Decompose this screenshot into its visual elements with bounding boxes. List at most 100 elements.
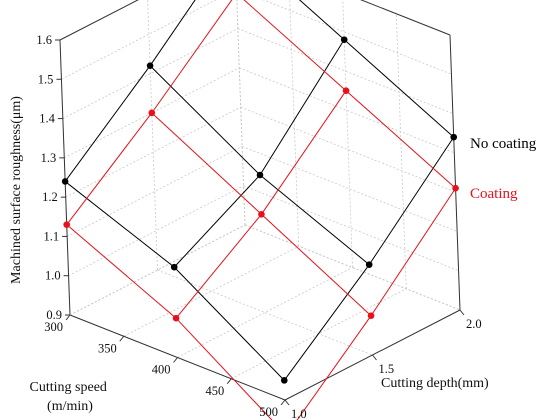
left-wall-gridline-z [68, 185, 244, 277]
series-point [450, 133, 458, 141]
back-wall-gridline-z [240, 106, 456, 193]
series-line [149, 65, 261, 176]
frame-edge [236, 0, 246, 226]
x-axis-title-line-2: (m/min) [47, 399, 93, 414]
series-line [64, 181, 175, 268]
series-point [148, 109, 156, 117]
tick-labels: 0.9 1.0 1.1 1.2 1.3 1.4 1.5 1.6 300 350 400 450 500 1… [36, 33, 481, 420]
series-line [151, 0, 233, 114]
series-line [173, 174, 261, 268]
back-wall-gridline-z [239, 67, 455, 154]
floor-gridline-y [157, 269, 373, 356]
left-wall-gridline-y [147, 0, 158, 271]
series-line [66, 112, 153, 225]
series-line [175, 213, 262, 319]
floor-gridline-x [123, 245, 299, 337]
series-point [367, 312, 375, 320]
x-tick-mark [173, 357, 178, 363]
z-tick-label: 1.5 [38, 72, 54, 86]
series-point [365, 261, 373, 268]
x-tick-mark [119, 335, 125, 342]
left-wall-gridline-z [61, 0, 217, 80]
series-line [259, 174, 370, 266]
z-tick-label: 1.3 [41, 151, 57, 165]
z-axis-title: Machined surface roughness(μm) [9, 96, 24, 284]
series-line [243, 0, 347, 92]
z-tick-label: 1.2 [42, 190, 58, 204]
legend-coating: Coating [470, 186, 518, 202]
back-wall-gridline-z [241, 146, 458, 232]
grid-layer [59, 0, 461, 401]
z-tick-label: 1.1 [44, 229, 60, 243]
frame-edge [244, 224, 461, 311]
x-tick-label: 400 [152, 363, 171, 377]
x-axis-title: Cutting speed (m/min) [30, 380, 111, 414]
y-tick-label: 1.0 [291, 407, 307, 420]
series-line [343, 39, 455, 138]
x-tick-mark [65, 314, 71, 321]
left-wall-gridline-z [62, 28, 239, 119]
series-line [175, 317, 273, 420]
x-tick-label: 300 [44, 320, 63, 334]
x-tick-mark [280, 399, 286, 406]
series-line [151, 112, 262, 215]
y-tick-mark [284, 399, 290, 406]
x-tick-mark [226, 378, 232, 385]
series-line [261, 213, 372, 317]
axis-frame [59, 0, 461, 401]
series-line [173, 266, 285, 381]
series-line [66, 224, 177, 319]
y-tick-label: 2.0 [466, 317, 482, 331]
back-wall-gridline-z [237, 28, 454, 114]
legend-no-coating: No coating [470, 136, 537, 152]
series-line [345, 90, 456, 189]
series-line [298, 0, 345, 41]
series-point [256, 171, 264, 179]
series-point [280, 377, 288, 384]
x-tick-label: 500 [259, 405, 278, 419]
series-layer [61, 0, 459, 420]
back-wall-gridline-z [243, 185, 459, 272]
series-line [259, 39, 345, 176]
series-1 [63, 0, 459, 420]
left-wall-gridline-z [66, 146, 243, 237]
frame-edge [360, 0, 451, 36]
left-wall-gridline-z [65, 106, 241, 198]
series-point [61, 178, 69, 185]
back-wall-gridline-z [262, 0, 452, 75]
series-line [296, 315, 372, 420]
x-tick-label: 350 [98, 341, 117, 355]
frame-edge [59, 0, 139, 41]
series-point [452, 184, 459, 192]
series-line [149, 0, 196, 66]
series-point [63, 221, 71, 228]
y-tick-mark [372, 354, 377, 361]
floor-gridline-x [177, 267, 353, 358]
z-tick-label: 1.4 [39, 112, 55, 126]
y-axis-title: Cutting depth(mm) [381, 376, 489, 391]
z-tick-label: 1.6 [36, 33, 52, 47]
series-point [342, 87, 350, 95]
back-wall-gridline-z [360, 0, 451, 36]
x-axis-title-line-1: Cutting speed [30, 380, 107, 395]
series-point [146, 62, 154, 70]
frame-edge [69, 224, 246, 316]
z-tick-label: 1.0 [45, 269, 61, 283]
series-line [64, 65, 151, 182]
floor-gridline-x [231, 288, 407, 380]
series-point [170, 263, 178, 271]
x-tick-label: 450 [206, 384, 225, 398]
series-point [340, 36, 348, 43]
series-point [258, 210, 265, 218]
y-tick-mark [459, 309, 465, 316]
back-wall-gridline-x [395, 13, 407, 289]
y-tick-label: 1.5 [379, 362, 395, 376]
series-line [283, 264, 370, 381]
series-line [368, 136, 455, 265]
frame-edge [449, 34, 461, 311]
z-tick-label: 0.9 [46, 308, 62, 322]
series-line [370, 187, 456, 316]
back-wall-gridline-x [289, 0, 300, 247]
series-point [172, 314, 180, 322]
